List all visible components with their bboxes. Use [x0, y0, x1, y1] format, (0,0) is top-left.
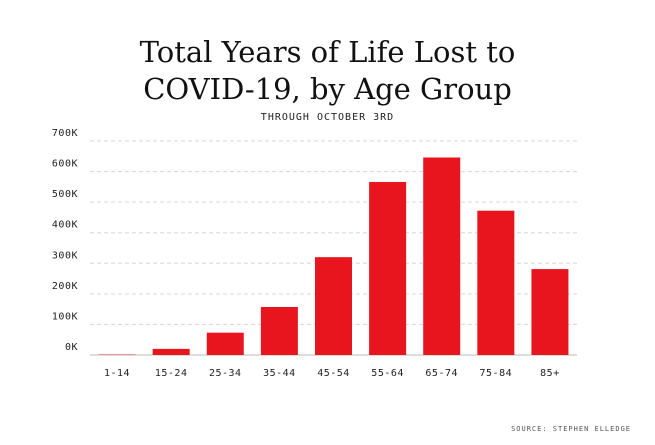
x-tick-label: 75-84 [480, 368, 513, 379]
chart-title: Total Years of Life Lost to COVID-19, by… [0, 34, 655, 108]
bar-85+ [531, 269, 569, 355]
x-tick-label: 45-54 [317, 368, 350, 379]
x-tick-label: 35-44 [263, 368, 296, 379]
x-tick-label: 65-74 [425, 368, 458, 379]
bar-55-64 [369, 181, 407, 355]
x-tick-label: 1-14 [104, 368, 130, 379]
chart-title-line-1: Total Years of Life Lost to [139, 35, 516, 69]
y-tick-label: 100K [52, 311, 78, 322]
bar-25-34 [206, 332, 244, 355]
source-note: SOURCE: STEPHEN ELLEDGE [511, 425, 631, 433]
x-tick-label: 55-64 [371, 368, 404, 379]
bar-65-74 [423, 157, 461, 355]
bar-35-44 [260, 307, 298, 355]
x-tick-label: 85+ [540, 368, 560, 379]
y-tick-label: 700K [52, 128, 78, 139]
y-tick-label: 600K [52, 159, 78, 170]
y-tick-label: 500K [52, 189, 78, 200]
bar-45-54 [315, 257, 352, 355]
chart-subtitle: THROUGH OCTOBER 3RD [260, 112, 395, 123]
bar-75-84 [477, 210, 515, 355]
y-tick-label: 0K [65, 342, 78, 353]
y-tick-label: 400K [52, 220, 78, 231]
x-axis-ticks: 1-14 15-24 25-34 35-44 45-54 55-64 65-74 75-84 8… [104, 368, 560, 379]
bar-15-24 [152, 348, 190, 355]
y-tick-label: 300K [52, 250, 78, 261]
x-tick-label: 25-34 [209, 368, 242, 379]
y-tick-label: 200K [52, 281, 78, 292]
y-axis-ticks: 0K 100K 200K 300K 400K 500K 600K 700K [52, 128, 78, 353]
chart-title-line-2: COVID-19, by Age Group [143, 72, 512, 106]
x-tick-label: 15-24 [155, 368, 188, 379]
bars [98, 157, 569, 355]
